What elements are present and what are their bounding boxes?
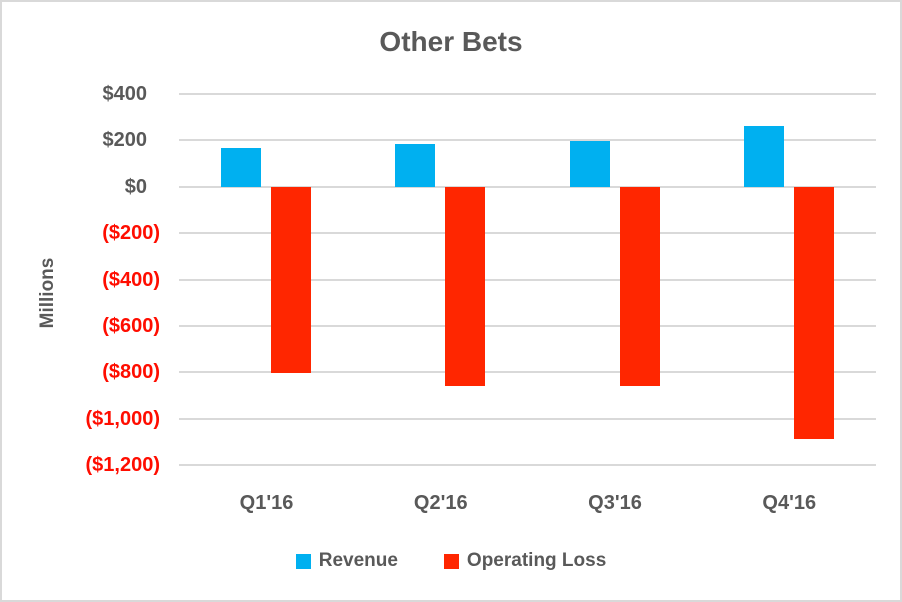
bar-operating-loss-q4-16 — [793, 186, 834, 440]
x-axis-label-q2-16: Q2'16 — [413, 492, 468, 514]
chart-title: Other Bets — [379, 26, 523, 57]
legend-item-revenue: Revenue — [295, 550, 398, 572]
x-axis-label-q4-16: Q4'16 — [762, 492, 817, 514]
bar-revenue-q1-16 — [221, 148, 262, 187]
y-axis-tick-label: ($800) — [102, 361, 160, 384]
y-axis-tick-label: $0 — [124, 175, 147, 198]
gridline — [179, 232, 876, 235]
y-axis-tick-label: $400 — [102, 83, 148, 105]
x-axis-label-q3-16: Q3'16 — [588, 492, 642, 514]
legend-label: Revenue — [318, 550, 398, 571]
y-axis-tick-label: ($400) — [102, 268, 160, 291]
x-axis-label-q1-16: Q1'16 — [239, 492, 294, 514]
bar-revenue-q4-16 — [743, 125, 784, 187]
bar-revenue-q2-16 — [395, 143, 436, 187]
y-axis-tick-label: ($200) — [102, 222, 160, 245]
y-axis-tick-label: ($600) — [102, 314, 160, 337]
bar-operating-loss-q1-16 — [271, 186, 312, 373]
gridline — [179, 185, 876, 188]
bar-operating-loss-q2-16 — [445, 186, 486, 386]
gridline — [179, 371, 876, 374]
gridline — [179, 93, 876, 95]
legend-swatch-revenue — [295, 553, 311, 569]
bar-revenue-q3-16 — [569, 141, 610, 187]
legend-label: Operating Loss — [466, 550, 607, 571]
y-axis-tick-label: $200 — [102, 129, 148, 152]
gridline — [179, 417, 876, 420]
gridline — [179, 278, 876, 281]
legend-swatch-operating-loss — [443, 553, 459, 569]
y-axis-tick-label: ($1,200) — [85, 454, 161, 476]
y-axis-tick-label: ($1,000) — [85, 407, 161, 430]
gridline — [179, 324, 876, 327]
bar-operating-loss-q3-16 — [619, 186, 660, 387]
gridline — [179, 464, 876, 466]
gridline — [179, 139, 876, 142]
legend: Revenue Operating Loss — [2, 550, 900, 572]
legend-item-operating-loss: Operating Loss — [443, 550, 607, 572]
